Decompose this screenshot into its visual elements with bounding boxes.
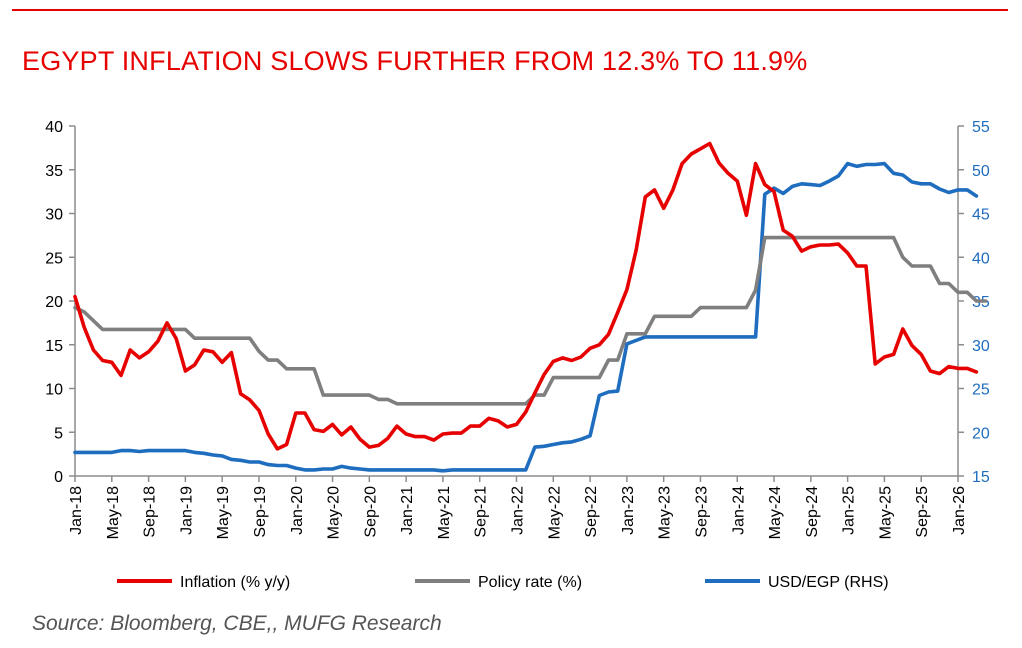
y-right-tick-label: 45 — [972, 207, 990, 224]
x-tick-label: Sep-18 — [142, 486, 159, 538]
legend: Inflation (% y/y) Policy rate (%) USD/EGP … — [117, 574, 889, 591]
x-tick-label: Sep-24 — [804, 486, 821, 538]
y-left-tick-label: 10 — [45, 382, 63, 399]
y-right-tick-label: 40 — [972, 250, 990, 267]
y-left-tick-label: 5 — [54, 425, 63, 442]
axes: 0510152025303540152025303540455055Jan-18… — [45, 119, 990, 539]
y-right-tick-label: 25 — [972, 382, 990, 399]
x-tick-label: May-22 — [546, 486, 563, 539]
y-left-tick-label: 35 — [45, 163, 63, 180]
y-left-tick-label: 40 — [45, 119, 63, 136]
x-tick-label: Jan-21 — [399, 486, 416, 535]
inflation-line — [73, 141, 979, 451]
y-left-tick-label: 0 — [54, 469, 63, 486]
y-left-tick-label: 20 — [45, 294, 63, 311]
x-tick-label: May-20 — [326, 486, 343, 539]
top-rule — [12, 9, 1008, 11]
x-tick-label: Sep-20 — [362, 486, 379, 538]
x-tick-label: May-19 — [215, 486, 232, 539]
series-lines — [73, 141, 988, 473]
x-tick-label: Jan-19 — [178, 486, 195, 535]
y-right-tick-label: 20 — [972, 425, 990, 442]
legend-inflation-label: Inflation (% y/y) — [180, 574, 290, 591]
x-tick-label: May-18 — [105, 486, 122, 539]
source-note: Source: Bloomberg, CBE,, MUFG Research — [32, 612, 442, 635]
legend-usd-egp-label: USD/EGP (RHS) — [768, 574, 889, 591]
y-left-tick-label: 30 — [45, 207, 63, 224]
usd-egp-line — [73, 161, 979, 473]
x-tick-label: Jan-23 — [620, 486, 637, 535]
x-tick-label: Sep-25 — [914, 486, 931, 538]
y-right-tick-label: 15 — [972, 469, 990, 486]
y-right-tick-label: 50 — [972, 163, 990, 180]
y-right-tick-label: 30 — [972, 338, 990, 355]
chart-title: EGYPT INFLATION SLOWS FURTHER FROM 12.3%… — [22, 46, 808, 76]
y-left-tick-label: 25 — [45, 250, 63, 267]
y-right-tick-label: 55 — [972, 119, 990, 136]
x-tick-label: Jan-22 — [510, 486, 527, 535]
x-tick-label: Sep-23 — [693, 486, 710, 538]
x-tick-label: Jan-26 — [951, 486, 968, 535]
x-tick-label: Sep-21 — [473, 486, 490, 538]
x-tick-label: Jan-24 — [730, 486, 747, 535]
x-tick-label: Jan-20 — [289, 486, 306, 535]
x-tick-label: Jan-25 — [841, 486, 858, 535]
y-left-tick-label: 15 — [45, 338, 63, 355]
x-tick-label: May-25 — [877, 486, 894, 539]
x-tick-label: May-24 — [767, 486, 784, 539]
x-tick-label: Sep-19 — [252, 486, 269, 538]
legend-policy-rate-label: Policy rate (%) — [478, 574, 582, 591]
x-tick-label: May-21 — [436, 486, 453, 539]
policy-rate-line — [73, 235, 988, 406]
x-tick-label: Sep-22 — [583, 486, 600, 538]
x-tick-label: May-23 — [657, 486, 674, 539]
x-tick-label: Jan-18 — [68, 486, 85, 535]
